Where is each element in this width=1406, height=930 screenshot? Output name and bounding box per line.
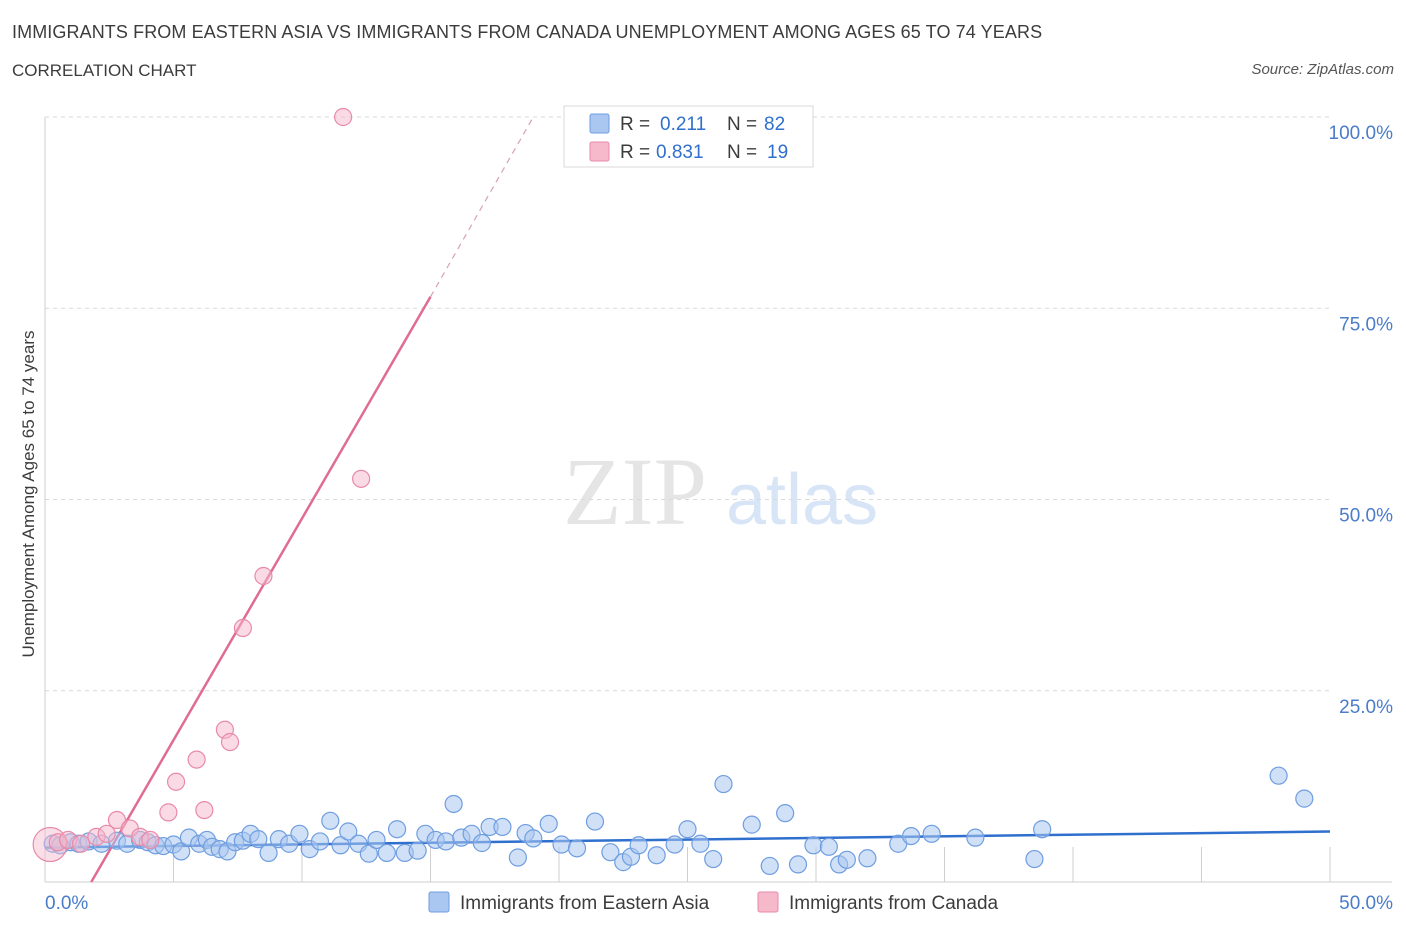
point-eastern-asia [259,843,278,863]
point-canada [187,750,206,769]
point-eastern-asia [819,837,838,856]
legend-r-value-2: 0.831 [656,142,704,163]
point-eastern-asia [377,843,396,863]
point-eastern-asia [172,842,191,861]
legend-n-label-1: N = [727,114,757,135]
point-eastern-asia [493,817,512,837]
legend-r-value-1: 0.211 [660,114,706,135]
point-eastern-asia [629,836,648,855]
x-tick-labels: 0.0% 50.0% [45,893,1393,914]
legend-label-canada: Immigrants from Canada [789,893,999,914]
series-canada-points [32,107,371,863]
series-legend: Immigrants from Eastern Asia Immigrants … [428,891,999,914]
point-eastern-asia [901,826,921,846]
point-eastern-asia [321,811,340,830]
legend-swatch-eastern-asia [428,891,450,913]
point-canada [159,803,178,822]
point-eastern-asia [714,774,733,794]
point-canada [254,566,273,586]
point-eastern-asia [804,836,823,855]
series-eastern-asia-points [43,766,1314,876]
point-eastern-asia [647,846,666,865]
point-eastern-asia [1295,789,1314,808]
watermark: ZIP atlas [563,438,878,545]
point-eastern-asia [704,849,723,869]
point-eastern-asia [331,836,350,855]
x-tick-label-min: 0.0% [45,893,88,914]
legend-n-value-1: 82 [764,114,785,135]
legend-label-eastern-asia: Immigrants from Eastern Asia [460,893,710,914]
point-eastern-asia [760,856,779,876]
point-canada [233,618,252,638]
point-eastern-asia [249,830,268,849]
point-eastern-asia [444,794,463,814]
point-eastern-asia [552,835,571,854]
point-canada [107,810,127,830]
point-canada [141,830,160,850]
trend-line-canada [90,296,432,883]
legend-r-label-2: R = [620,142,650,163]
point-eastern-asia [290,824,309,843]
y-axis-label: Unemployment Among Ages 65 to 74 years [19,331,38,658]
point-eastern-asia [922,824,941,843]
point-eastern-asia [472,833,491,853]
point-eastern-asia [665,835,684,854]
point-eastern-asia [788,855,808,874]
source-credit: Source: ZipAtlas.com [1251,61,1394,78]
point-eastern-asia [508,848,527,867]
point-canada [195,800,214,820]
point-eastern-asia [359,844,378,863]
point-eastern-asia [310,832,330,851]
y-tick-label-25: 25.0% [1339,697,1393,718]
watermark-zip: ZIP [563,438,707,545]
point-canada [334,107,353,127]
point-eastern-asia [966,828,985,847]
point-eastern-asia [387,820,407,839]
point-canada [97,824,116,843]
legend-swatch-blue [589,113,610,134]
point-eastern-asia [408,841,427,860]
legend-n-label-2: N = [727,142,757,163]
point-eastern-asia [567,839,587,858]
point-eastern-asia [367,830,386,850]
legend-swatch-canada [757,891,779,913]
point-canada [220,732,240,752]
y-tick-label-75: 75.0% [1339,314,1393,335]
point-eastern-asia [601,843,620,862]
y-tick-labels: 25.0% 50.0% 75.0% 100.0% [1329,123,1394,718]
point-eastern-asia [837,850,856,869]
chart-subtitle: CORRELATION CHART [12,61,197,80]
point-eastern-asia [436,832,456,851]
y-tick-label-100: 100.0% [1329,123,1394,144]
point-eastern-asia [678,820,697,839]
point-eastern-asia [776,804,795,823]
chart-title: IMMIGRANTS FROM EASTERN ASIA VS IMMIGRAN… [12,22,1043,42]
trend-line-canada-extension [429,116,534,298]
point-eastern-asia [539,814,558,833]
legend-r-label-1: R = [620,114,650,135]
point-eastern-asia [858,849,877,868]
point-eastern-asia [1033,820,1052,839]
x-tick-label-max: 50.0% [1339,893,1393,914]
point-eastern-asia [691,834,710,853]
legend-n-value-2: 19 [767,142,788,163]
point-canada [352,469,371,488]
point-eastern-asia [742,815,761,834]
y-tick-label-50: 50.0% [1339,506,1393,527]
point-eastern-asia [585,812,605,831]
point-eastern-asia [1025,849,1044,869]
point-eastern-asia [1269,766,1288,785]
legend-swatch-pink [589,141,610,162]
point-eastern-asia [339,822,358,841]
stats-legend: R = 0.211 N = 82 R = 0.831 N = 19 [563,105,814,168]
grid-lines [45,116,1330,692]
point-eastern-asia [524,829,543,848]
point-canada [166,772,186,791]
point-canada [71,834,91,853]
